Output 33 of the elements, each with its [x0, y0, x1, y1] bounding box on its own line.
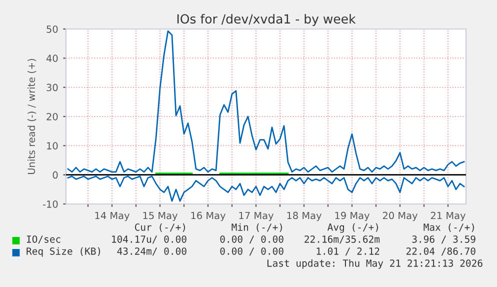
text: Last update: Thu May 21 21:21:13 2026 — [267, 259, 482, 269]
x-tick-label: 14 May — [95, 212, 130, 222]
x-tick-label: 21 May — [430, 212, 466, 222]
x-tick-label: 16 May — [191, 212, 226, 222]
legend-label: Req Size (KB) — [26, 247, 100, 257]
chart-title: IOs for /dev/xvda1 - by week — [177, 14, 356, 26]
x-tick-label: 15 May — [143, 212, 178, 222]
text: Min (-/+) — [232, 223, 282, 232]
x-tick-label: 18 May — [287, 212, 322, 222]
y-tick-label: 0 — [52, 171, 58, 179]
y-tick-label: 40 — [46, 54, 58, 62]
y-tick-label: 10 — [47, 142, 58, 150]
y-tick-label: 30 — [46, 84, 58, 92]
text: Max (-/+) — [424, 223, 474, 232]
legend-label: IO/sec — [26, 235, 60, 244]
line-series — [67, 176, 465, 202]
text: 0.00 / 0.00 — [220, 247, 284, 256]
text: 22.16m/35.62m — [304, 235, 380, 244]
text: 22.04 /86.70 — [406, 247, 476, 256]
text: 0.00 / 0.00 — [220, 235, 284, 244]
text: 1.01 / 2.12 — [316, 247, 380, 256]
y-tick-label: 20 — [46, 112, 58, 120]
y-tick-label: -10 — [42, 200, 58, 208]
y-tick-label: 50 — [46, 25, 58, 33]
text: 3.96 / 3.59 — [412, 235, 476, 244]
x-tick-label: 17 May — [239, 212, 274, 222]
text: Avg (-/+) — [328, 223, 378, 233]
text: 43.24m/ 0.00 — [117, 247, 186, 256]
x-tick-label: 20 May — [382, 212, 418, 222]
text: Cur (-/+) — [134, 223, 185, 232]
y-axis-title: Units read (-) / write (+) — [28, 58, 36, 174]
x-tick-label: 19 May — [335, 212, 370, 222]
text: 104.17u/ 0.00 — [112, 235, 186, 244]
